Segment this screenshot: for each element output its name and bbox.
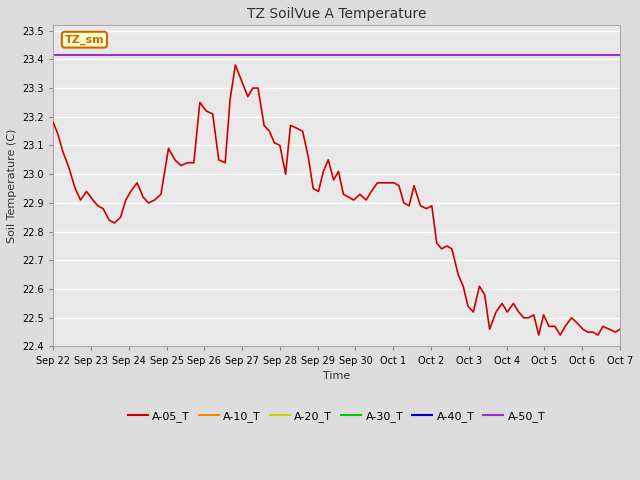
- Legend: A-05_T, A-10_T, A-20_T, A-30_T, A-40_T, A-50_T: A-05_T, A-10_T, A-20_T, A-30_T, A-40_T, …: [124, 407, 550, 427]
- Text: TZ_sm: TZ_sm: [65, 35, 104, 45]
- Y-axis label: Soil Temperature (C): Soil Temperature (C): [7, 129, 17, 243]
- Title: TZ SoilVue A Temperature: TZ SoilVue A Temperature: [247, 7, 426, 21]
- X-axis label: Time: Time: [323, 371, 350, 381]
